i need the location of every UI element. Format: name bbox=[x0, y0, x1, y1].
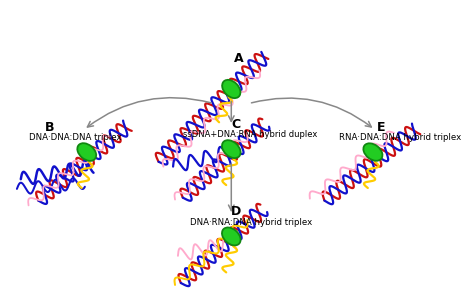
Text: B: B bbox=[45, 121, 55, 134]
Text: RNA·DNA:DNA hybrid triplex: RNA·DNA:DNA hybrid triplex bbox=[339, 134, 461, 142]
Ellipse shape bbox=[222, 227, 241, 245]
Text: DNA·RNA:DNA hybrid triplex: DNA·RNA:DNA hybrid triplex bbox=[190, 218, 312, 227]
Ellipse shape bbox=[364, 143, 383, 161]
Text: C: C bbox=[232, 118, 241, 131]
Ellipse shape bbox=[222, 140, 241, 158]
Text: A: A bbox=[234, 52, 244, 65]
Ellipse shape bbox=[222, 80, 240, 98]
Text: E: E bbox=[376, 121, 385, 134]
Text: ssDNA+DNA:RNA hybrid duplex: ssDNA+DNA:RNA hybrid duplex bbox=[183, 130, 318, 138]
Text: DNA·DNA:DNA triplex: DNA·DNA:DNA triplex bbox=[29, 134, 121, 142]
Text: D: D bbox=[231, 205, 241, 218]
Ellipse shape bbox=[77, 143, 96, 161]
